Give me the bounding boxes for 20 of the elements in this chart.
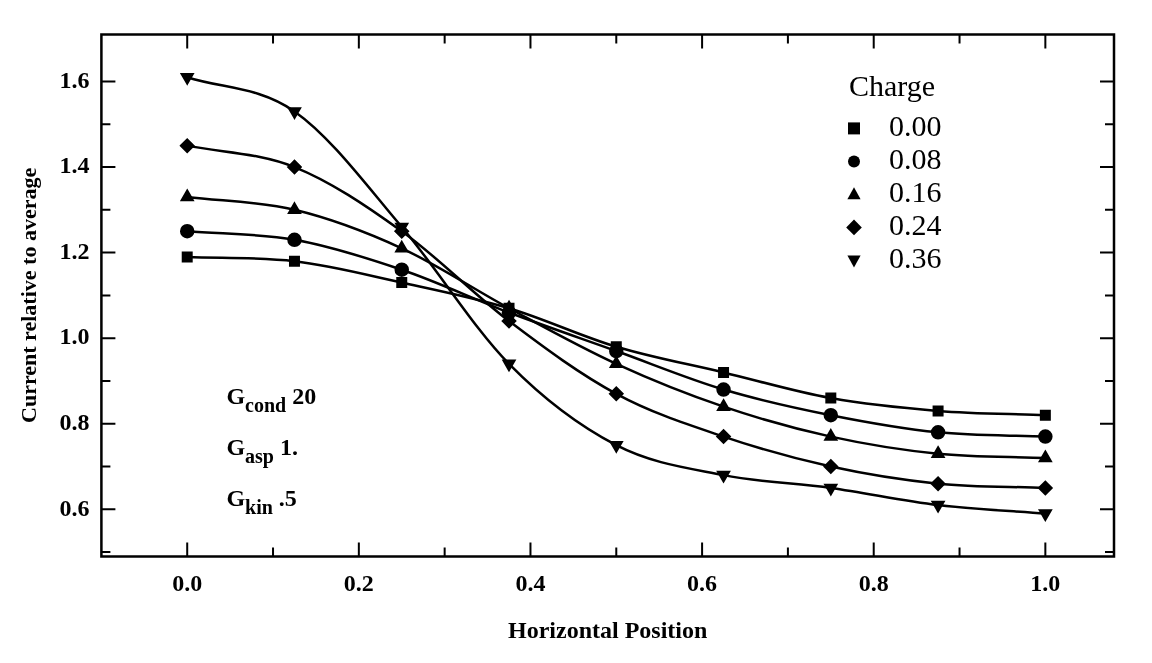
- x-tick-label: 0.0: [172, 570, 203, 596]
- legend-label: 0.00: [889, 109, 942, 143]
- x-axis-title: Horizontal Position: [508, 616, 708, 643]
- x-tick-label: 0.2: [343, 570, 374, 596]
- legend-title: Charge: [849, 69, 936, 103]
- x-tick-label: 1.0: [1030, 570, 1061, 596]
- x-tick-label: 0.4: [515, 570, 546, 596]
- legend-label: 0.24: [889, 208, 942, 242]
- y-tick-label: 1.0: [59, 323, 90, 350]
- legend-label: 0.36: [889, 241, 942, 275]
- y-tick-label: 0.8: [59, 408, 90, 435]
- x-tick-label: 0.6: [687, 570, 718, 596]
- legend-label: 0.08: [889, 142, 942, 176]
- x-tick-label: 0.8: [858, 570, 889, 596]
- y-tick-label: 1.2: [59, 237, 90, 264]
- y-tick-label: 1.6: [59, 66, 90, 93]
- y-tick-label: 0.6: [59, 494, 90, 521]
- y-axis-title: Current relative to average: [15, 167, 41, 423]
- legend-label: 0.16: [889, 175, 942, 209]
- y-tick-label: 1.4: [59, 152, 90, 179]
